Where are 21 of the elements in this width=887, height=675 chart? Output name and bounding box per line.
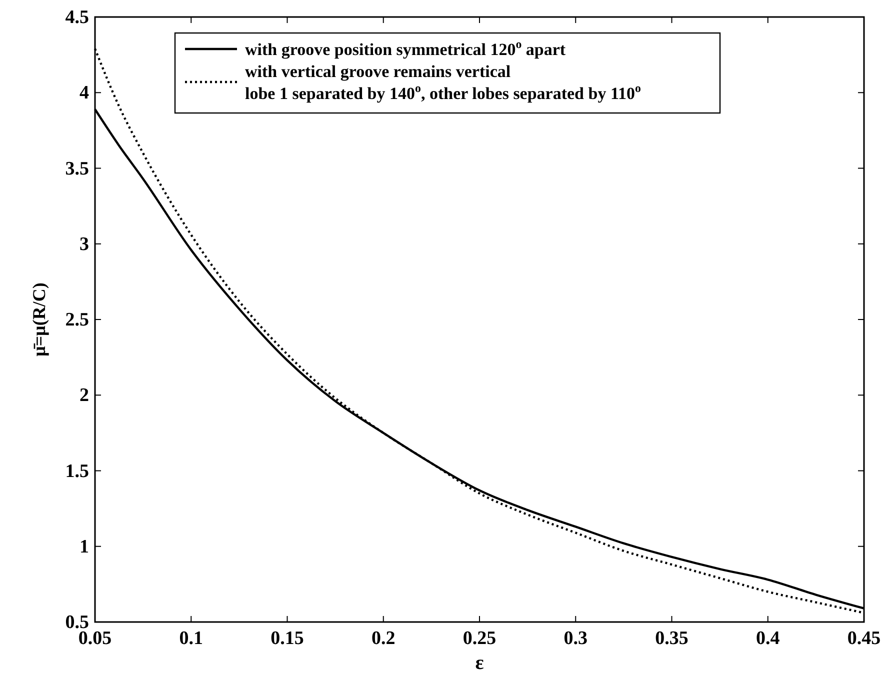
y-tick-label: 4 — [80, 82, 90, 104]
x-tick-label: 0.25 — [462, 628, 496, 649]
x-axis-title: ε — [475, 652, 484, 674]
y-tick-label: 1 — [80, 536, 89, 558]
x-tick-label: 0.35 — [655, 628, 688, 649]
legend-label: with vertical groove remains vertical lobe 1 separated by 140$^{o}$, other lobes separated by 110$^{o}$ — [245, 62, 642, 103]
y-tick-label: 2.5 — [65, 310, 89, 330]
x-tick-label: 0.1 — [179, 628, 203, 649]
x-tick-label: 0.15 — [270, 628, 304, 649]
x-tick-label: 0.3 — [564, 628, 588, 649]
y-tick-label: 3.5 — [65, 158, 89, 180]
y-tick-label: 1.5 — [65, 460, 89, 482]
y-tick-label: 3 — [80, 234, 89, 255]
legend-label: with groove position symmetrical 120$^{o}$ apart — [245, 37, 566, 59]
y-tick-label: 4.5 — [65, 7, 89, 28]
y-axis-title: μ̄=μ(R/C) — [29, 282, 49, 356]
x-tick-label: 0.4 — [756, 628, 780, 649]
x-tick-label: 0.45 — [847, 628, 881, 649]
x-tick-label: 0.2 — [372, 628, 396, 649]
y-tick-label: 2 — [80, 385, 89, 406]
x-tick-label: 0.05 — [78, 628, 112, 649]
